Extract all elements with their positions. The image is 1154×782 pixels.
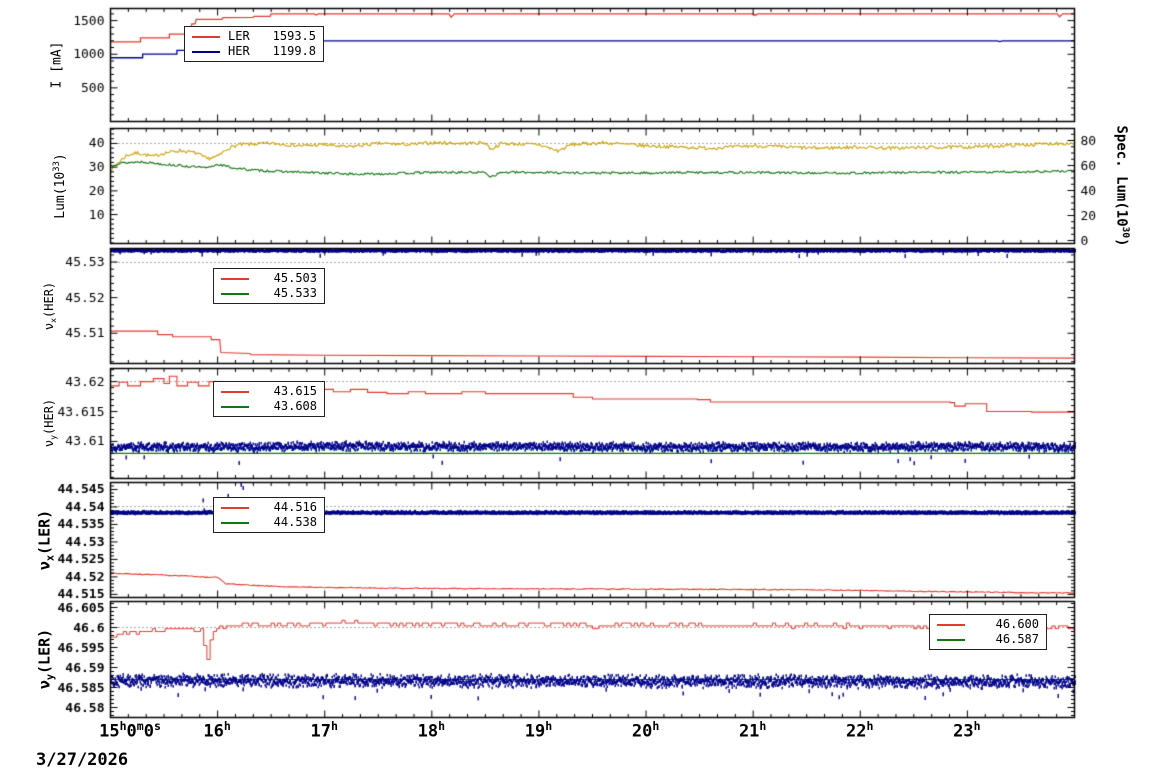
ylabel-luminosity: Lum(1033)	[52, 153, 68, 218]
label-segment: 0	[143, 721, 154, 742]
legend-line-swatch-green	[221, 521, 249, 524]
label-segment: (LER)	[35, 509, 54, 555]
x-tick-label: 18h	[418, 719, 445, 742]
label-segment: 16	[203, 721, 224, 742]
legend-line-swatch-red	[192, 35, 220, 38]
label-segment: )	[1113, 237, 1130, 247]
label-segment: 15	[99, 721, 120, 742]
label-segment: 21	[738, 721, 760, 742]
legend-line-swatch-green	[221, 405, 249, 408]
label-segment: I [mA]	[49, 41, 65, 88]
legend-value: 44.516	[273, 500, 317, 514]
label-segment: 33	[51, 160, 62, 172]
label-segment: ν	[41, 322, 56, 330]
legend-value: 45.533	[273, 286, 317, 300]
legend-label: HER	[228, 44, 250, 58]
legend-value: 45.503	[273, 271, 317, 285]
legend-line-swatch-red	[221, 390, 249, 393]
label-segment: (LER)	[35, 628, 54, 674]
legend-line-swatch-green	[221, 292, 249, 295]
ylabel-nu-y-her: νy(HER)	[42, 399, 58, 447]
label-segment: Spec. Lum(10	[1113, 124, 1130, 227]
legend-entry: HER 1199.8	[192, 44, 316, 59]
legend-nu-y-her: 43.615 43.608	[213, 381, 325, 417]
legend-line-swatch-red	[221, 506, 249, 509]
legend-entry: 45.533	[221, 286, 317, 301]
x-tick-label: 17h	[311, 719, 338, 742]
label-segment: 30	[1119, 226, 1131, 238]
label-segment: 23	[953, 721, 974, 742]
x-tick-label: 16h	[203, 719, 230, 742]
label-segment: (HER)	[41, 398, 56, 435]
ylabel-nu-x-ler: νx(LER)	[36, 509, 57, 569]
legend-value: 1199.8	[272, 44, 316, 58]
label-segment: h	[759, 719, 767, 733]
legend-entry: 46.600	[937, 617, 1039, 632]
label-segment: ν	[35, 680, 54, 690]
label-segment: h	[973, 719, 981, 733]
legend-value: 43.615	[273, 384, 317, 398]
ylabel-beam-current: I [mA]	[50, 41, 65, 88]
legend-entry: 44.516	[221, 500, 317, 515]
label-segment: 0	[126, 721, 137, 742]
label-segment: h	[119, 719, 127, 733]
label-segment: h	[330, 719, 338, 733]
label-segment: (HER)	[41, 281, 56, 318]
x-tick-label: 20h	[632, 719, 659, 742]
label-segment: x	[48, 317, 59, 323]
x-tick-label: 23h	[953, 719, 980, 742]
label-segment: 17	[310, 721, 331, 742]
legend-value: 43.608	[273, 399, 317, 413]
legend-line-swatch-navy	[192, 50, 220, 53]
legend-nu-y-ler: 46.600 46.587	[929, 614, 1047, 650]
legend-entry: 44.538	[221, 515, 317, 530]
label-segment: 18	[417, 721, 439, 742]
label-segment: )	[53, 152, 69, 161]
legend-entry: 43.615	[221, 384, 317, 399]
label-segment: 20	[631, 721, 653, 742]
x-tick-label: 15h0m0s	[99, 719, 161, 742]
legend-entry: 45.503	[221, 271, 317, 286]
label-segment: ν	[35, 560, 54, 570]
x-tick-label: 22h	[846, 719, 873, 742]
legend-value: 46.600	[995, 617, 1039, 631]
legend-value: 46.587	[995, 632, 1039, 646]
label-segment: m	[136, 719, 144, 733]
label-segment: 22	[846, 721, 867, 742]
label-segment: Lum(10	[53, 171, 69, 219]
ylabel-nu-y-ler: νy(LER)	[36, 629, 57, 689]
label-segment: ν	[41, 439, 56, 448]
label-segment: x	[45, 554, 57, 561]
legend-line-swatch-red	[937, 623, 965, 626]
x-tick-label: 21h	[739, 719, 766, 742]
label-segment: y	[45, 673, 57, 681]
legend-line-swatch-red	[221, 277, 249, 280]
legend-label: LER	[228, 29, 250, 43]
legend-line-swatch-green	[937, 638, 965, 641]
ylabel-nu-x-her: νx(HER)	[42, 281, 58, 329]
legend-entry: 43.608	[221, 399, 317, 414]
label-segment: h	[866, 719, 874, 733]
legend-entry: LER 1593.5	[192, 29, 316, 44]
legend-value: 44.538	[273, 515, 317, 529]
label-segment: h	[223, 719, 231, 733]
legend-nu-x-her: 45.503 45.533	[213, 268, 325, 304]
label-segment: h	[652, 719, 660, 733]
right-axis-title: Spec. Lum(1030)	[1113, 125, 1131, 246]
legend-value: 1593.5	[272, 29, 316, 43]
legend-nu-x-ler: 44.516 44.538	[213, 497, 325, 533]
label-segment: h	[438, 719, 446, 733]
x-tick-label: 19h	[525, 719, 552, 742]
legend-entry: 46.587	[937, 632, 1039, 647]
label-segment: h	[545, 719, 553, 733]
label-segment: s	[153, 719, 161, 733]
legend-beam-current: LER 1593.5 HER 1199.8	[184, 26, 324, 62]
label-segment: 19	[524, 721, 546, 742]
date-label: 3/27/2026	[36, 750, 129, 770]
label-segment: y	[48, 434, 59, 440]
